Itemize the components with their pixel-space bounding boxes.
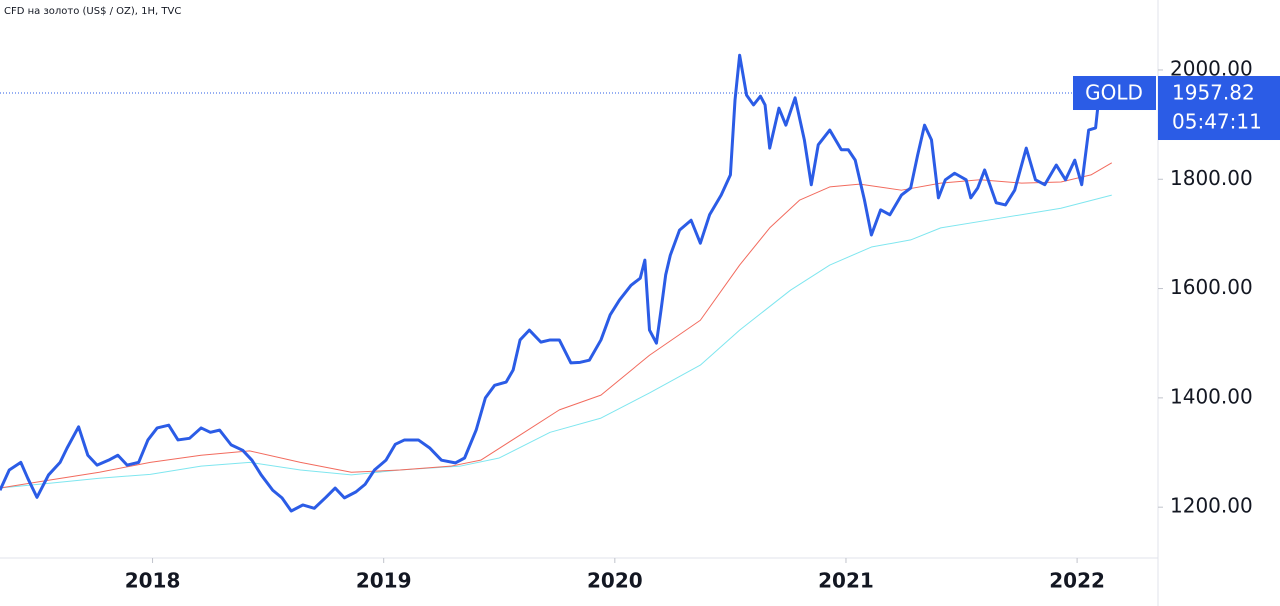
symbol-label: GOLD (1085, 81, 1143, 105)
y-tick-label: 1400.00 (1170, 384, 1253, 408)
x-tick-label: 2022 (1049, 569, 1105, 593)
x-tick-label: 2019 (356, 569, 412, 593)
price-badge (1158, 76, 1280, 141)
chart-title: CFD на золото (US$ / OZ), 1H, TVC (4, 6, 181, 17)
symbol-badge (1073, 76, 1156, 111)
series-line (0, 53, 1111, 513)
x-tick-label: 2018 (125, 569, 181, 593)
y-tick-label: 1200.00 (1170, 494, 1253, 518)
x-tick-label: 2021 (818, 569, 874, 593)
last-price-label: 1957.82 (1172, 81, 1255, 105)
series-line (0, 194, 1112, 489)
series-line (0, 162, 1113, 489)
countdown-label: 05:47:11 (1172, 110, 1262, 134)
x-tick-label: 2020 (587, 569, 643, 593)
y-tick-label: 1800.00 (1170, 166, 1253, 190)
y-tick-label: 1600.00 (1170, 275, 1253, 299)
